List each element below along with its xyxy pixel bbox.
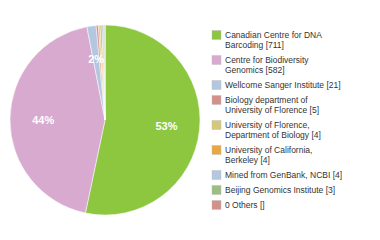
- legend-item: 0 Others []: [212, 200, 265, 210]
- legend-label: University of California,Berkeley [4]: [225, 145, 312, 165]
- legend-label: Wellcome Sanger Institute [21]: [225, 80, 341, 90]
- legend-label: Beijing Genomics Institute [3]: [225, 185, 335, 195]
- legend-label-line: Beijing Genomics Institute [3]: [225, 185, 335, 195]
- slice: [98, 25, 105, 120]
- legend-label-line: University of Florence,: [225, 120, 310, 130]
- legend-item: Beijing Genomics Institute [3]: [212, 185, 335, 195]
- data-label: 53%: [155, 120, 177, 132]
- pie: [10, 25, 200, 215]
- legend-label: Centre for BiodiversityGenomics [582]: [225, 55, 309, 75]
- legend-label-line: Canadian Centre for DNA: [225, 30, 322, 40]
- legend-label: 0 Others []: [225, 200, 265, 210]
- legend-item: Canadian Centre for DNABarcoding [711]: [212, 30, 322, 50]
- legend-swatch: [212, 81, 221, 90]
- legend-swatch: [212, 146, 221, 155]
- data-labels: 53% 44% 2%: [32, 53, 177, 133]
- legend-swatch: [212, 201, 221, 210]
- legend-label: University of Florence,Department of Bio…: [225, 120, 321, 140]
- legend-label-line: Wellcome Sanger Institute [21]: [225, 80, 341, 90]
- legend: Canadian Centre for DNABarcoding [711] Ce…: [212, 30, 342, 210]
- chart-container: 53% 44% 2% Canadian Centre for DNABarcoding…: [0, 0, 380, 240]
- legend-item: University of Florence,Department of Bio…: [212, 120, 321, 140]
- slice: [100, 25, 105, 120]
- legend-label-line: 0 Others []: [225, 200, 265, 210]
- legend-label: Canadian Centre for DNABarcoding [711]: [225, 30, 322, 50]
- legend-swatch: [212, 31, 221, 40]
- legend-label: Mined from GenBank, NCBI [4]: [225, 170, 342, 180]
- data-label: 44%: [32, 114, 54, 126]
- legend-swatch: [212, 121, 221, 130]
- chart: 53% 44% 2% Canadian Centre for DNABarcoding…: [0, 0, 380, 240]
- legend-swatch: [212, 56, 221, 65]
- legend-item: Mined from GenBank, NCBI [4]: [212, 170, 342, 180]
- legend-label-line: Genomics [582]: [225, 65, 285, 75]
- legend-item: Centre for BiodiversityGenomics [582]: [212, 55, 309, 75]
- slice: [87, 25, 105, 120]
- slice: [105, 25, 106, 120]
- legend-label: Biology department ofUniversity of Flore…: [225, 95, 319, 115]
- legend-item: Biology department ofUniversity of Flore…: [212, 95, 319, 115]
- legend-label-line: University of Florence [5]: [225, 105, 319, 115]
- slice: [102, 25, 105, 120]
- legend-label-line: Biology department of: [225, 95, 308, 105]
- data-label: 2%: [88, 53, 104, 65]
- legend-swatch: [212, 186, 221, 195]
- legend-label-line: University of California,: [225, 145, 312, 155]
- slice: [104, 25, 105, 120]
- legend-label-line: Mined from GenBank, NCBI [4]: [225, 170, 342, 180]
- legend-label-line: Barcoding [711]: [225, 40, 284, 50]
- slice: [10, 27, 105, 213]
- slice: [96, 25, 105, 120]
- legend-label-line: Department of Biology [4]: [225, 130, 321, 140]
- legend-label-line: Centre for Biodiversity: [225, 55, 309, 65]
- legend-swatch: [212, 171, 221, 180]
- legend-label-line: Berkeley [4]: [225, 155, 270, 165]
- legend-item: University of California,Berkeley [4]: [212, 145, 312, 165]
- legend-item: Wellcome Sanger Institute [21]: [212, 80, 341, 90]
- legend-swatch: [212, 96, 221, 105]
